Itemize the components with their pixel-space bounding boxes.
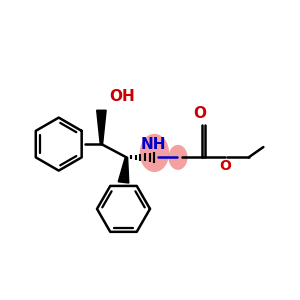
Ellipse shape [140,134,169,172]
Text: OH: OH [109,89,134,104]
Polygon shape [118,157,129,183]
Text: O: O [219,159,231,173]
Ellipse shape [168,145,188,170]
Polygon shape [97,110,106,144]
Text: O: O [194,106,207,121]
Text: NH: NH [141,137,166,152]
